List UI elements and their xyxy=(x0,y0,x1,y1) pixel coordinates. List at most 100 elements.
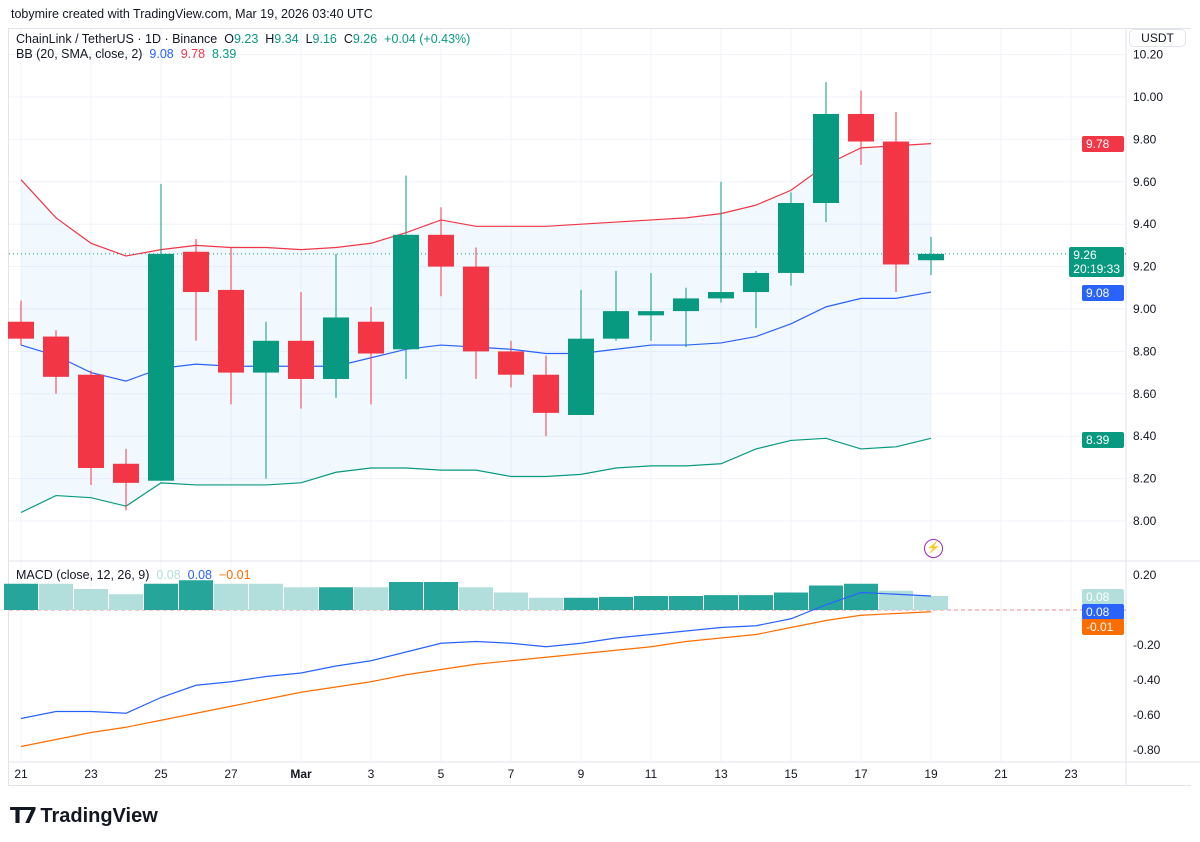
macd-histogram-bar xyxy=(4,583,38,610)
candle-body xyxy=(603,311,629,339)
macd-histogram-bar xyxy=(669,596,703,610)
macd-histogram-bar xyxy=(214,583,248,610)
macd-histogram-bar xyxy=(319,587,353,610)
macd-histogram-bar xyxy=(389,582,423,610)
high-label: H xyxy=(265,32,275,46)
macd-label[interactable]: MACD (close, 12, 26, 9) xyxy=(16,568,150,582)
bb-upper-value: 9.78 xyxy=(180,47,206,61)
time-tick-label: 21 xyxy=(994,767,1008,781)
macd-histogram-bar xyxy=(739,595,773,610)
time-tick-label: 13 xyxy=(714,767,728,781)
price-tick-label: 8.60 xyxy=(1133,387,1157,401)
candle-body xyxy=(848,113,874,142)
candle-body xyxy=(533,374,559,413)
bb-lower-value: 8.39 xyxy=(211,47,237,61)
macd-histogram-bar xyxy=(599,596,633,610)
macd-histogram-bar xyxy=(774,592,808,610)
candle-body xyxy=(813,113,839,203)
macd-tick-label: 0.20 xyxy=(1133,568,1157,582)
currency-button[interactable]: USDT xyxy=(1129,29,1186,47)
macd-signal-tag: -0.01 xyxy=(1082,619,1124,635)
candle-body xyxy=(568,338,594,415)
candle-body xyxy=(8,321,34,339)
time-tick-label: 7 xyxy=(508,767,515,781)
macd-histogram-bar xyxy=(109,594,143,610)
bb-lower-tag: 8.39 xyxy=(1082,432,1124,448)
lightning-icon[interactable]: ⚡ xyxy=(924,539,943,558)
price-tick-label: 9.00 xyxy=(1133,302,1157,316)
candle-body xyxy=(253,340,279,373)
signal-line xyxy=(20,611,932,748)
macd-histogram-bar xyxy=(424,582,458,610)
macd-histogram-bar xyxy=(634,596,668,610)
price-tick-label: 9.20 xyxy=(1133,260,1157,274)
time-tick-label: 11 xyxy=(645,767,658,781)
price-tick-label: 8.00 xyxy=(1133,514,1157,528)
candle-body xyxy=(883,141,909,265)
bb-upper-line xyxy=(20,143,932,257)
time-tick-label: 19 xyxy=(924,767,938,781)
macd-histogram-bar xyxy=(914,596,948,610)
price-tick-label: 9.40 xyxy=(1133,217,1157,231)
macd-line-tag: 0.08 xyxy=(1082,604,1124,620)
candle-body xyxy=(638,311,664,316)
candle-body xyxy=(218,289,244,373)
candle-body xyxy=(743,272,769,293)
candle-body xyxy=(43,336,69,377)
time-tick-label: 15 xyxy=(784,767,798,781)
candle-body xyxy=(323,317,349,379)
tv-logo-icon: 𝗧𝟳 xyxy=(10,803,37,828)
candle-body xyxy=(78,374,104,468)
price-tag-value: 9.26 xyxy=(1073,248,1097,262)
macd-histogram-bar xyxy=(494,592,528,610)
bb-mid-value: 9.08 xyxy=(149,47,174,61)
high-value: 9.34 xyxy=(274,32,299,46)
low-label: L xyxy=(305,32,313,46)
open-label: O xyxy=(224,32,234,46)
macd-histogram-bar xyxy=(249,583,283,610)
time-tick-label: Mar xyxy=(290,767,312,781)
close-label: C xyxy=(343,32,353,46)
candle-body xyxy=(708,292,734,299)
macd-histogram-bar xyxy=(74,589,108,610)
price-tick-label: 8.80 xyxy=(1133,344,1157,358)
candle-body xyxy=(498,351,524,375)
symbol-name[interactable]: ChainLink / TetherUS · 1D · Binance xyxy=(16,32,218,46)
symbol-legend: ChainLink / TetherUS · 1D · Binance O 9.2… xyxy=(16,32,470,62)
price-tick-label: 9.60 xyxy=(1133,175,1157,189)
chart-frame xyxy=(8,28,1191,786)
candle-body xyxy=(673,298,699,312)
macd-tick-label: -0.60 xyxy=(1133,708,1161,722)
candle-body xyxy=(778,203,804,273)
candle-body xyxy=(428,234,454,267)
price-tick-label: 10.00 xyxy=(1133,90,1163,104)
macd-histogram-bar xyxy=(704,595,738,610)
close-value: 9.26 xyxy=(352,32,378,46)
candle-body xyxy=(463,266,489,352)
time-tick-label: 17 xyxy=(854,767,868,781)
macd-histogram-bar xyxy=(179,580,213,610)
macd-histogram-bar xyxy=(354,587,388,610)
price-tick-label: 9.80 xyxy=(1133,132,1157,146)
candle-body xyxy=(183,251,209,293)
candle-body xyxy=(113,463,139,483)
time-tick-label: 23 xyxy=(1064,767,1078,781)
candle-body xyxy=(393,234,419,350)
candle-body xyxy=(918,253,944,261)
bb-mid-tag: 9.08 xyxy=(1082,285,1124,301)
candle-body xyxy=(148,253,174,481)
price-tag: 9.26 20:19:33 xyxy=(1069,247,1124,277)
credit-text: tobymire created with TradingView.com, M… xyxy=(11,7,373,21)
bb-label[interactable]: BB (20, SMA, close, 2) xyxy=(16,47,143,61)
bb-upper-tag: 9.78 xyxy=(1082,136,1124,152)
macd-histogram-bar xyxy=(284,587,318,610)
time-tick-label: 5 xyxy=(438,767,445,781)
chart-canvas[interactable]: 8.00 8.20 8.40 8.60 8.80 9.00 9.20 9.40 9.60 9.80… xyxy=(0,0,1200,800)
time-tick-label: 23 xyxy=(84,767,98,781)
time-tick-label: 9 xyxy=(578,767,585,781)
time-tick-label: 3 xyxy=(368,767,375,781)
tradingview-logo[interactable]: 𝗧𝟳 TradingView xyxy=(10,803,158,829)
macd-histogram-bar xyxy=(459,587,493,610)
price-tick-label: 10.20 xyxy=(1133,48,1163,62)
macd-signal-value: −0.01 xyxy=(218,568,251,582)
